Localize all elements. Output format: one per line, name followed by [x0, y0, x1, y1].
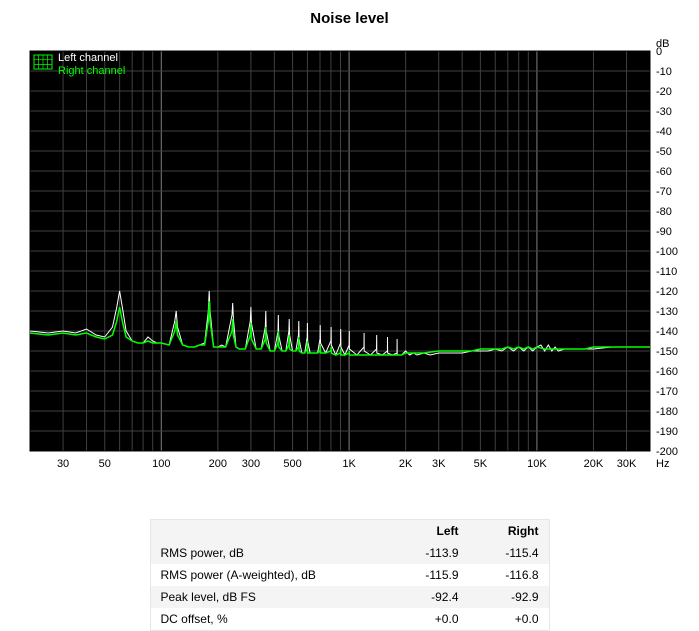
y-tick-label: -120	[656, 286, 678, 298]
table-row: RMS power, dB-113.9-115.4	[150, 542, 549, 564]
y-unit-label: dB	[656, 38, 669, 50]
x-tick-label: 1K	[342, 458, 356, 470]
x-tick-label: 500	[283, 458, 301, 470]
y-tick-label: -190	[656, 426, 678, 438]
y-tick-label: -50	[656, 146, 672, 158]
page-title: Noise level	[0, 0, 699, 33]
x-tick-label: 2K	[399, 458, 413, 470]
table-row: DC offset, %+0.0+0.0	[150, 608, 549, 631]
value-right: +0.0	[469, 608, 550, 631]
y-tick-label: -100	[656, 246, 678, 258]
x-tick-label: 3K	[432, 458, 446, 470]
table-row: Peak level, dB FS-92.4-92.9	[150, 586, 549, 608]
value-right: -92.9	[469, 586, 550, 608]
x-tick-label: 300	[242, 458, 260, 470]
legend-item: Right channel	[58, 65, 125, 77]
col-left: Left	[389, 520, 469, 543]
value-left: -115.9	[389, 564, 469, 586]
noise-chart: 0-10-20-30-40-50-60-70-80-90-100-110-120…	[12, 33, 687, 501]
value-left: -92.4	[389, 586, 469, 608]
y-tick-label: -180	[656, 406, 678, 418]
y-tick-label: -30	[656, 106, 672, 118]
y-tick-label: -70	[656, 186, 672, 198]
table-row: RMS power (A-weighted), dB-115.9-116.8	[150, 564, 549, 586]
y-tick-label: -60	[656, 166, 672, 178]
y-tick-label: -200	[656, 446, 678, 458]
value-right: -116.8	[469, 564, 550, 586]
y-tick-label: -80	[656, 206, 672, 218]
metric-label: RMS power, dB	[150, 542, 389, 564]
metric-label: Peak level, dB FS	[150, 586, 389, 608]
y-tick-label: -110	[656, 266, 677, 278]
x-tick-label: 10K	[527, 458, 547, 470]
y-tick-label: -130	[656, 306, 678, 318]
x-tick-label: 200	[209, 458, 227, 470]
x-tick-label: 100	[152, 458, 170, 470]
x-tick-label: 30	[57, 458, 69, 470]
col-metric	[150, 520, 389, 543]
value-right: -115.4	[469, 542, 550, 564]
metric-label: DC offset, %	[150, 608, 389, 631]
y-tick-label: -10	[656, 66, 672, 78]
col-right: Right	[469, 520, 550, 543]
x-unit-label: Hz	[656, 458, 669, 470]
x-tick-label: 20K	[584, 458, 604, 470]
value-left: -113.9	[389, 542, 469, 564]
y-tick-label: -160	[656, 366, 678, 378]
y-tick-label: -90	[656, 226, 672, 238]
metric-label: RMS power (A-weighted), dB	[150, 564, 389, 586]
y-tick-label: -170	[656, 386, 678, 398]
y-tick-label: -140	[656, 326, 678, 338]
x-tick-label: 5K	[474, 458, 488, 470]
x-tick-label: 50	[99, 458, 111, 470]
y-tick-label: -40	[656, 126, 672, 138]
x-tick-label: 30K	[617, 458, 637, 470]
y-tick-label: -20	[656, 86, 672, 98]
measurements-table: LeftRight RMS power, dB-113.9-115.4RMS p…	[150, 519, 550, 631]
value-left: +0.0	[389, 608, 469, 631]
legend-item: Left channel	[58, 52, 118, 64]
y-tick-label: -150	[656, 346, 678, 358]
